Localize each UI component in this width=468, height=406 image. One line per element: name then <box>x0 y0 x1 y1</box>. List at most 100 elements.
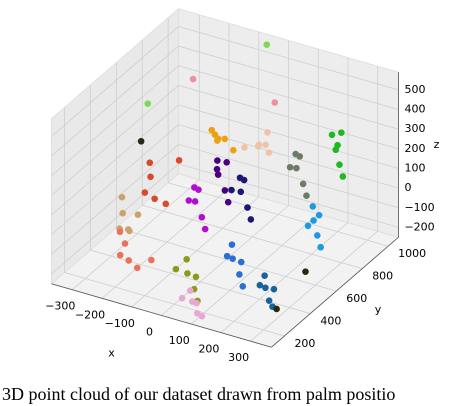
point <box>262 284 269 292</box>
caption: 3D point cloud of our dataset drawn from… <box>2 384 395 404</box>
point <box>198 213 206 221</box>
z-axis-label: z <box>434 138 440 151</box>
point <box>214 171 222 178</box>
point <box>328 131 336 139</box>
point <box>214 157 221 164</box>
point <box>310 217 317 224</box>
point <box>211 131 219 138</box>
point <box>172 265 180 273</box>
grid-line <box>220 57 349 333</box>
point <box>223 252 231 260</box>
point <box>339 173 347 180</box>
z-tick-label: 100 <box>404 162 425 175</box>
point <box>148 256 155 264</box>
point <box>193 299 200 307</box>
grid-line <box>141 40 363 270</box>
point <box>265 149 273 156</box>
point <box>262 141 269 149</box>
point <box>286 163 294 171</box>
grid-line <box>51 84 399 196</box>
point <box>198 312 206 320</box>
point <box>261 272 268 279</box>
y-tick-label: 600 <box>346 292 367 305</box>
grid-line <box>51 124 399 235</box>
grid <box>51 14 399 342</box>
point <box>273 305 280 313</box>
point <box>186 287 194 294</box>
grid-line <box>51 143 399 255</box>
grid-line <box>51 104 399 216</box>
point <box>228 241 236 248</box>
point <box>146 159 154 167</box>
point <box>236 271 243 278</box>
x-axis-label: x <box>108 346 115 359</box>
z-tick-label: 300 <box>404 122 425 135</box>
point <box>175 157 183 164</box>
grid-line <box>250 66 379 342</box>
point <box>119 209 127 217</box>
grid-line <box>64 107 285 337</box>
x-tick-label: 200 <box>198 343 219 356</box>
grid-line <box>161 40 289 316</box>
point <box>192 273 200 281</box>
point <box>334 141 341 149</box>
point <box>214 137 221 144</box>
point <box>144 100 152 107</box>
y-tick-label: 200 <box>294 337 315 350</box>
axes <box>51 72 399 348</box>
point <box>314 232 321 239</box>
grid-line <box>51 65 399 177</box>
point <box>263 41 271 48</box>
point <box>221 187 229 194</box>
point <box>336 161 343 168</box>
y-tick-label: 1000 <box>398 247 426 260</box>
y-axis-label: y <box>375 303 382 316</box>
point <box>299 180 307 188</box>
grid-line <box>51 26 399 137</box>
point <box>116 251 124 259</box>
point <box>141 189 149 196</box>
z-tick-label: 0 <box>404 181 411 194</box>
point <box>315 211 323 219</box>
x-tick-label: −200 <box>75 308 105 321</box>
x-tick-label: 100 <box>169 334 190 347</box>
point <box>264 129 271 136</box>
point <box>237 188 245 196</box>
point <box>121 240 129 247</box>
z-tick-label: 200 <box>404 142 425 155</box>
z-tick-label: 400 <box>404 103 425 116</box>
point <box>224 198 232 206</box>
point <box>256 281 264 289</box>
point <box>134 211 142 218</box>
point <box>221 135 229 143</box>
y-tick-label: 800 <box>372 270 393 283</box>
point <box>317 243 324 251</box>
point <box>229 255 236 262</box>
point <box>228 186 235 194</box>
grid-line <box>51 45 399 157</box>
x-tick-label: −300 <box>45 300 75 313</box>
point <box>178 294 186 302</box>
point <box>151 195 158 203</box>
point <box>201 225 209 233</box>
point <box>302 268 309 275</box>
point <box>254 143 262 150</box>
point <box>237 258 245 266</box>
x-tick-label: 0 <box>146 325 153 338</box>
x-tick-label: 300 <box>228 351 249 364</box>
point <box>118 193 126 201</box>
point <box>244 204 251 211</box>
y-tick-label: 400 <box>320 315 341 328</box>
grid-line <box>167 17 389 247</box>
point <box>303 192 310 200</box>
point <box>270 285 278 293</box>
z-tick-label: −100 <box>404 201 434 214</box>
point <box>240 176 248 184</box>
axis-line <box>271 236 399 348</box>
point <box>189 75 197 83</box>
point <box>304 222 312 230</box>
point <box>184 270 191 277</box>
point <box>116 228 124 236</box>
